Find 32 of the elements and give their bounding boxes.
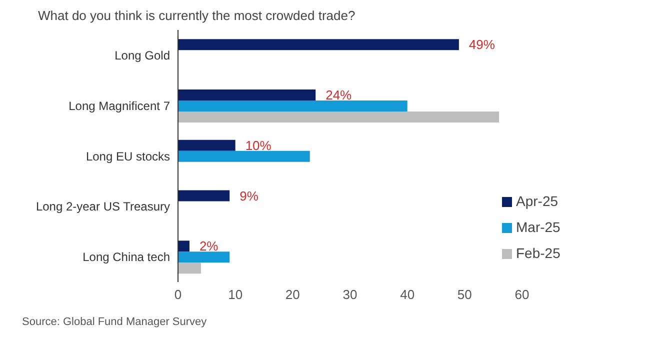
x-tick-label: 30: [342, 287, 358, 302]
x-tick-label: 0: [174, 287, 182, 302]
legend-label: Feb-25: [516, 245, 560, 261]
bar: [178, 262, 201, 274]
data-label: 49%: [468, 37, 496, 52]
y-tick-label: Long Gold: [114, 48, 170, 62]
legend-label: Mar-25: [516, 219, 560, 235]
legend-label: Apr-25: [516, 193, 558, 209]
y-tick-label: Long 2-year US Treasury: [36, 200, 170, 214]
x-tick-label: 10: [228, 287, 243, 302]
y-tick-label: Long China tech: [82, 250, 170, 264]
bar: [178, 100, 408, 112]
data-label: 2%: [199, 238, 219, 254]
bar: [178, 111, 500, 122]
bar: [178, 190, 230, 202]
bar: [178, 150, 310, 162]
data-label: 9%: [240, 188, 259, 204]
data-label: 10%: [245, 138, 272, 153]
x-tick-label: 60: [514, 287, 530, 302]
y-tick-label: Long EU stocks: [86, 149, 170, 164]
x-tick-label: 20: [285, 287, 300, 302]
x-tick-label: 50: [457, 287, 472, 302]
bar: [178, 140, 236, 151]
bar: [178, 39, 459, 50]
x-tick-label: 40: [400, 287, 415, 302]
source-note: Source: Global Fund Manager Survey: [22, 316, 208, 328]
bar: [178, 89, 316, 100]
bar: [178, 252, 230, 263]
bar: [178, 240, 190, 252]
chart-title: What do you think is currently the most crowded trade?: [38, 8, 356, 25]
data-label: 24%: [326, 87, 352, 102]
y-tick-label: Long Magnificent 7: [68, 98, 170, 113]
